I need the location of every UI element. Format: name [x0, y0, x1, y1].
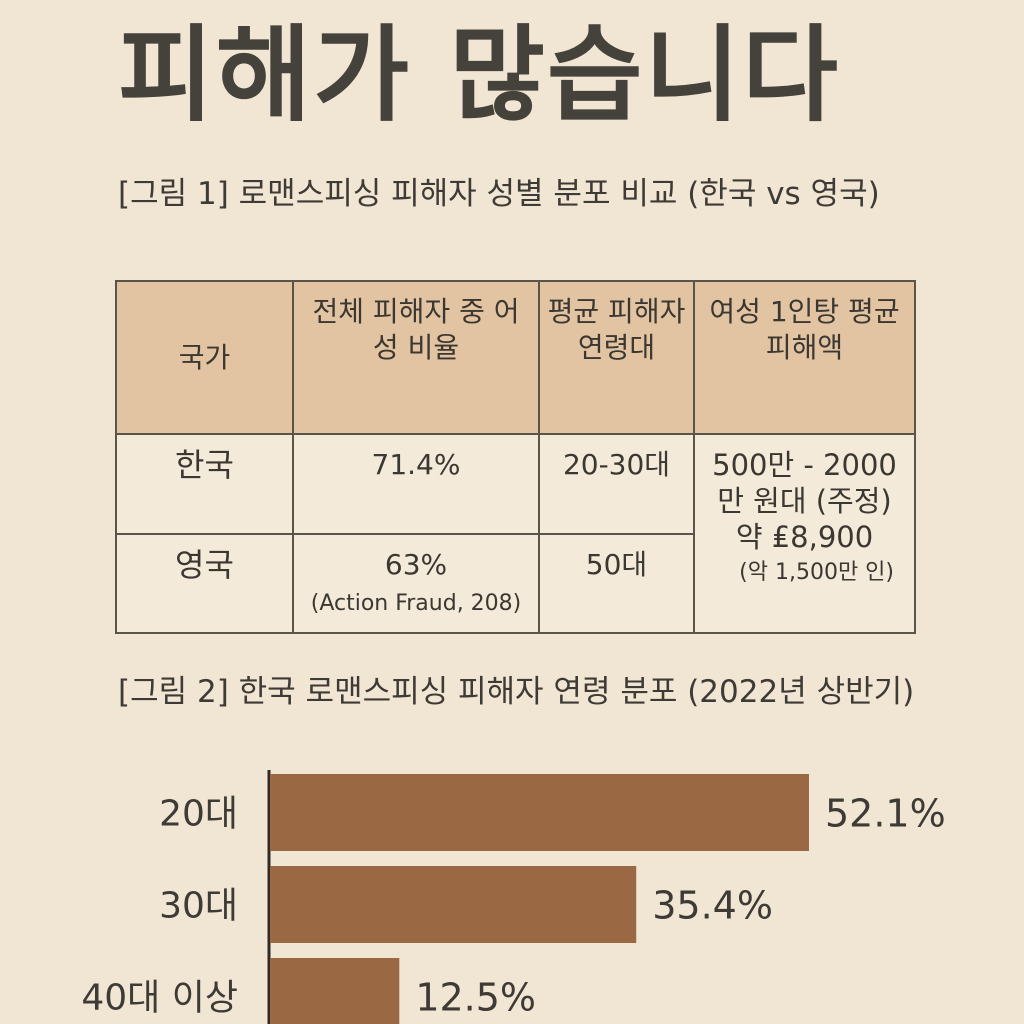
category-label: 20대	[159, 794, 238, 835]
bar	[270, 958, 400, 1024]
age-group-cell: 50대	[538, 532, 695, 635]
value-label: 12.5%	[415, 976, 536, 1020]
female-ratio-cell: 63% (Action Fraud, 208)	[292, 532, 540, 635]
table-caption: [그림 1] 로맨스피싱 피해자 성별 분포 비교 (한국 vs 영국)	[118, 176, 880, 212]
headline: 피해가 많습니다	[118, 14, 840, 136]
age-distribution-chart: 20대 52.1% 30대 35.4% 40대 이상 12.5%	[81, 770, 946, 1024]
damage-uk: 약 ₤8,900	[735, 520, 874, 555]
female-ratio-value: 63%	[384, 547, 448, 581]
header-age-group: 평균 피해자 연령대	[538, 279, 695, 436]
category-label: 30대	[159, 886, 238, 927]
header-country: 국가	[115, 279, 294, 436]
age-group-cell: 20-30대	[538, 433, 695, 535]
category-label: 40대 이상	[81, 978, 238, 1019]
damage-uk-sub: (악 1,500만 인)	[739, 560, 894, 586]
damage-cell: 500만 - 2000만 원대 (주정) 약 ₤8,900 (악 1,500만 …	[693, 433, 916, 634]
country-cell: 한국	[115, 433, 294, 535]
value-label: 52.1%	[825, 792, 946, 836]
table-row: 한국 71.4% 20-30대 500만 - 2000만 원대 (주정) 약 ₤…	[115, 433, 916, 634]
header-female-ratio: 전체 피해자 중 어성 비율	[292, 279, 540, 436]
comparison-table: 국가 전체 피해자 중 어성 비율 평균 피해자 연령대 여성 1인탕 평균 피…	[115, 279, 916, 635]
damage-korea: 500만 - 2000만 원대 (주정)	[712, 448, 897, 519]
header-damage: 여성 1인탕 평균 피해액	[693, 279, 916, 436]
chart-caption: [그림 2] 한국 로맨스피싱 피해자 연령 분포 (2022년 상반기)	[118, 674, 915, 710]
country-cell: 영국	[115, 532, 294, 635]
bar	[270, 866, 637, 943]
value-label: 35.4%	[652, 884, 773, 928]
female-ratio-cell: 71.4%	[292, 433, 540, 535]
table-row: 영국 63% (Action Fraud, 208) 50대	[115, 532, 915, 635]
ratio-source: (Action Fraud, 208)	[310, 590, 522, 616]
bar	[270, 774, 809, 851]
table-header-row: 국가 전체 피해자 중 어성 비율 평균 피해자 연령대 여성 1인탕 평균 피…	[115, 279, 916, 436]
